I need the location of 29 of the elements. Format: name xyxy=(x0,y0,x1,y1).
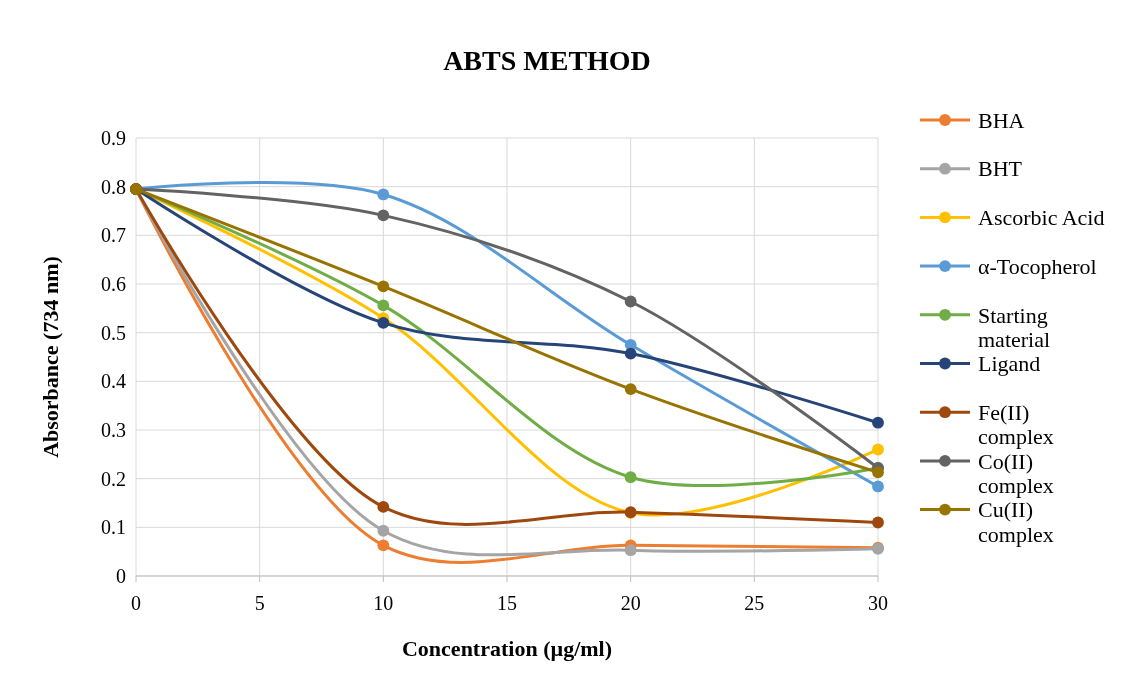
y-tick-label: 0.9 xyxy=(101,127,126,149)
y-tick-label: 0.6 xyxy=(101,273,126,295)
x-tick-label: 25 xyxy=(744,592,765,614)
legend-label: α-Tocopherol xyxy=(978,253,1097,279)
legend-label: Ascorbic Acid xyxy=(978,205,1105,231)
x-tick-label: 30 xyxy=(868,592,888,614)
legend-label: Ligand xyxy=(978,351,1041,377)
y-tick-label: 0 xyxy=(116,565,126,587)
x-axis-title: Concentration (µg/ml) xyxy=(401,636,613,661)
x-tick-label: 15 xyxy=(497,592,517,614)
legend-label: Starting material xyxy=(978,302,1051,352)
chart-title: ABTS METHOD xyxy=(443,45,651,76)
x-tick-label: 10 xyxy=(373,592,394,614)
legend-label: BHA xyxy=(978,107,1025,133)
x-tick-label: 5 xyxy=(254,592,265,614)
y-tick-label: 0.5 xyxy=(101,321,126,344)
y-tick-label: 0.4 xyxy=(101,370,126,393)
legend-label: BHT xyxy=(978,156,1023,182)
y-axis-title: Absorbance (734 nm) xyxy=(38,256,63,458)
y-tick-label: 0.2 xyxy=(101,467,126,490)
legend-label: Co(II) complex xyxy=(978,448,1054,498)
legend-label: Fe(II) complex xyxy=(978,399,1054,450)
x-tick-label: 20 xyxy=(620,592,641,614)
y-tick-label: 0.3 xyxy=(101,419,126,441)
legend-label: Cu(II) complex xyxy=(978,497,1054,547)
x-tick-label: 0 xyxy=(131,592,141,614)
y-tick-label: 0.7 xyxy=(101,224,126,247)
y-tick-label: 0.8 xyxy=(101,175,126,198)
y-tick-label: 0.1 xyxy=(101,516,126,539)
